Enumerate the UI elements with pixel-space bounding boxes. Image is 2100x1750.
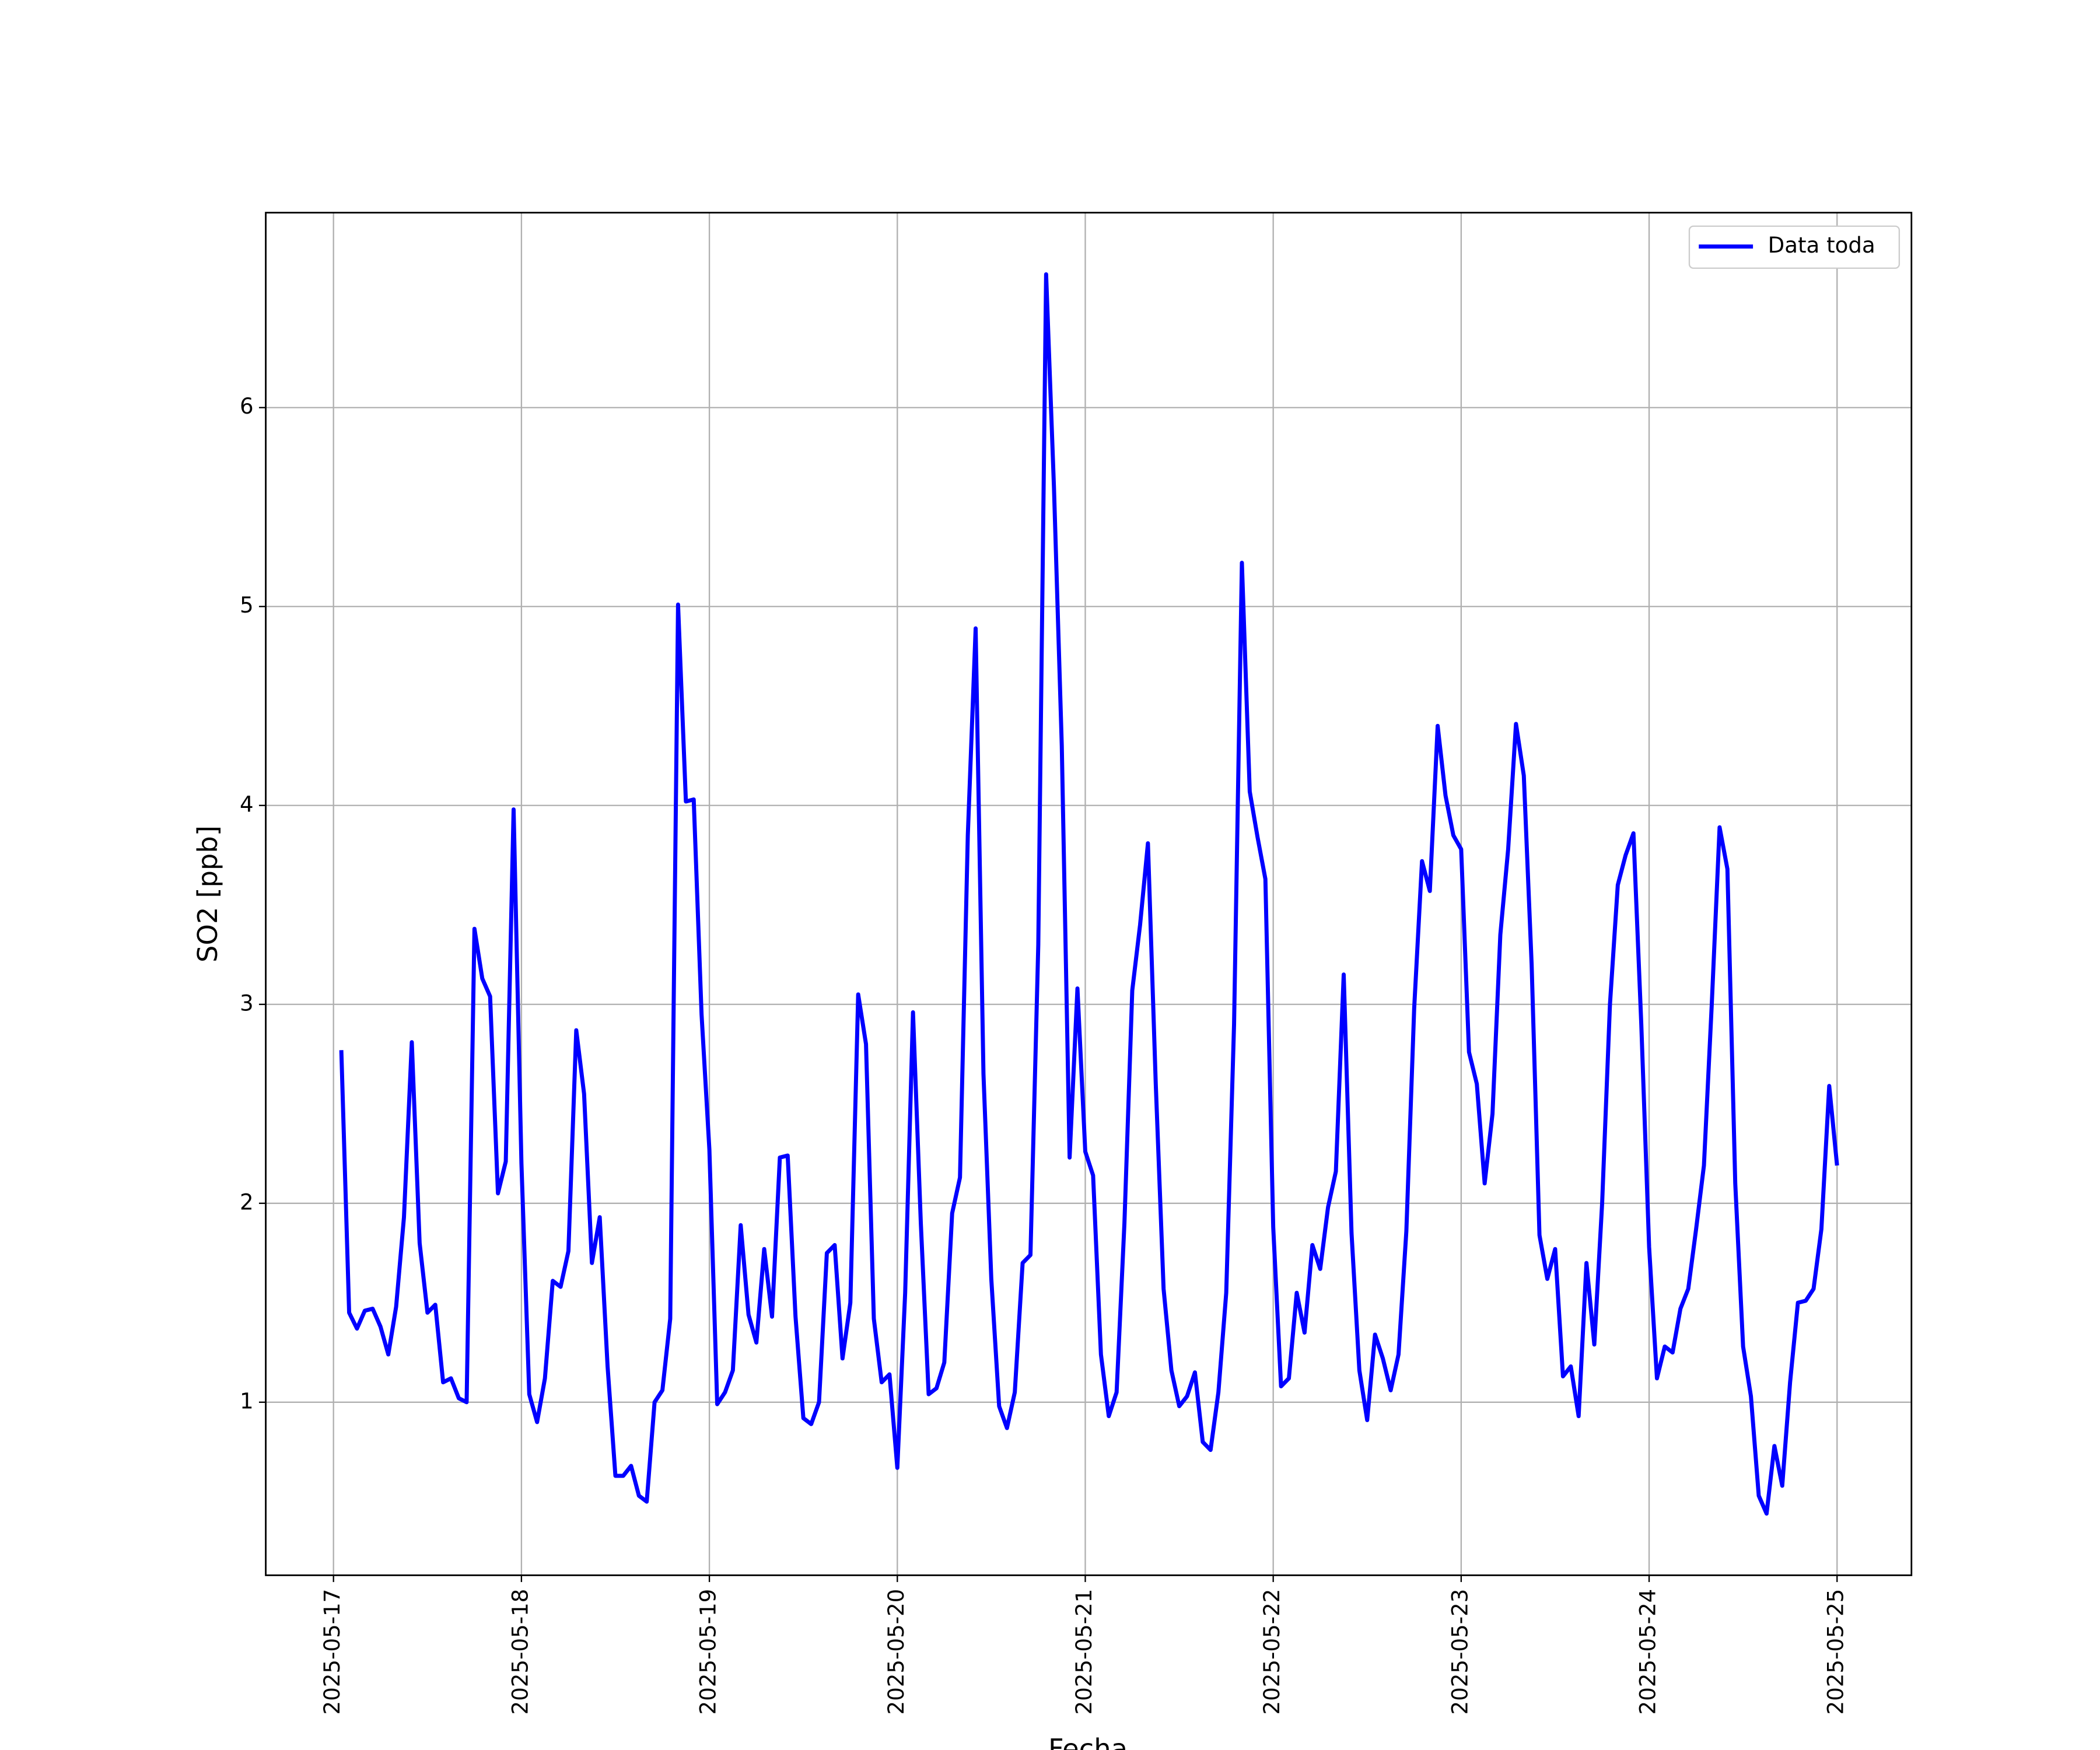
legend: Data toda [1688,225,1901,269]
legend-label: Data toda [1768,233,1875,258]
y-axis-label: SO2 [ppb] [192,825,223,963]
x-tick-label: 2025-05-20 [884,1589,909,1715]
y-tick-label: 5 [240,593,254,618]
x-tick-label: 2025-05-24 [1636,1589,1661,1715]
y-tick-label: 1 [240,1388,254,1413]
y-tick-label: 4 [240,792,254,817]
x-tick-label: 2025-05-18 [508,1589,533,1715]
x-tick-label: 2025-05-22 [1259,1589,1284,1715]
y-tick-label: 2 [240,1189,254,1214]
x-tick-label: 2025-05-19 [696,1589,721,1715]
y-tick-label: 6 [240,394,254,419]
x-tick-label: 2025-05-25 [1824,1589,1849,1715]
data-line [339,272,1839,1516]
x-axis-label: Fecha [1048,1733,1128,1750]
x-tick-label: 2025-05-23 [1447,1589,1472,1715]
x-tick-label: 2025-05-17 [320,1589,345,1715]
x-tick-label: 2025-05-21 [1072,1589,1097,1715]
plot-frame [265,212,1913,1576]
legend-box [1688,225,1901,269]
y-tick-label: 3 [240,991,254,1016]
